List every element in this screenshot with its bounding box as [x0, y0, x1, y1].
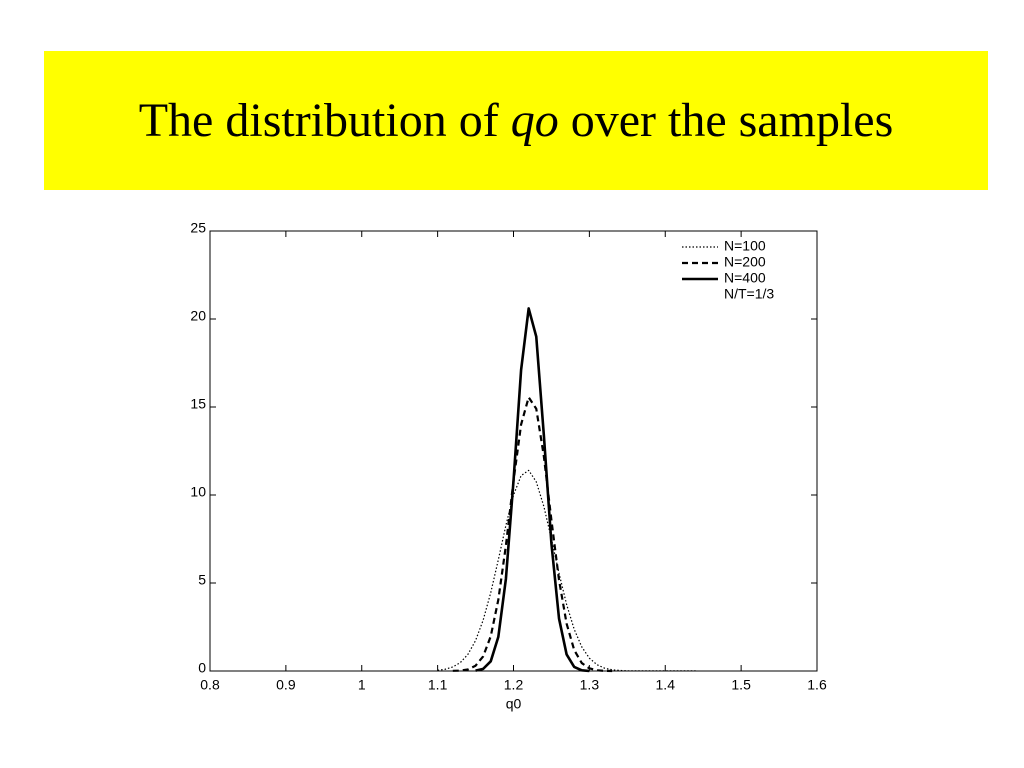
- title-banner: [44, 51, 988, 190]
- x-tick-label: 0.9: [276, 677, 296, 693]
- y-tick-label: 0: [198, 660, 206, 676]
- x-tick-label: 1.6: [807, 677, 827, 693]
- x-tick-label: 0.8: [200, 677, 220, 693]
- series-line: [437, 469, 696, 672]
- y-tick-label: 5: [198, 572, 206, 588]
- slide-title: The distribution of qo over the samples: [44, 51, 988, 190]
- y-tick-label: 25: [190, 220, 206, 236]
- y-tick-label: 20: [190, 308, 206, 324]
- title-symbol: qo: [510, 94, 559, 147]
- annotation: N/T=1/3: [724, 286, 774, 302]
- x-tick-label: 1: [358, 677, 366, 693]
- series-line: [475, 307, 590, 673]
- x-tick-label: 1.2: [504, 677, 524, 693]
- legend-label: N=400: [724, 270, 766, 286]
- series-line: [452, 396, 613, 673]
- x-tick-label: 1.1: [428, 677, 448, 693]
- legend-label: N=100: [724, 238, 766, 254]
- y-tick-label: 15: [190, 396, 206, 412]
- title-text: over the samples: [558, 94, 894, 147]
- x-tick-label: 1.3: [580, 677, 600, 693]
- title-text: The distribution of: [138, 94, 511, 147]
- x-axis-label: q0: [506, 696, 522, 712]
- y-tick-label: 10: [190, 484, 206, 500]
- x-tick-label: 1.5: [731, 677, 751, 693]
- legend-label: N=200: [724, 254, 766, 270]
- x-tick-label: 1.4: [656, 677, 676, 693]
